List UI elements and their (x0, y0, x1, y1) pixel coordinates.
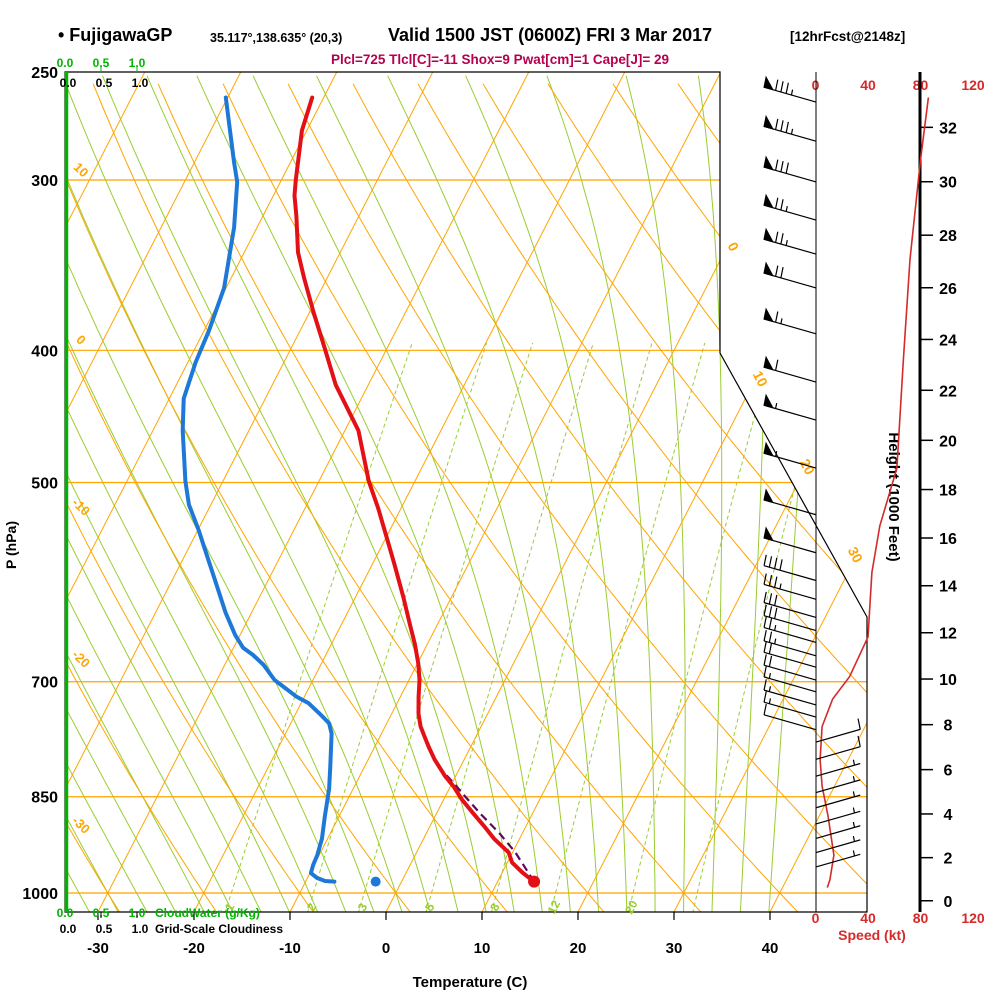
pressure-tick-label: 1000 (22, 886, 58, 903)
height-tick-label: 2 (944, 851, 953, 868)
height-tick-label: 4 (944, 807, 953, 824)
isotherms (65, 72, 867, 912)
pressure-tick-label: 700 (31, 675, 58, 692)
isotherm-label: 0 (725, 239, 743, 254)
speed-tick-bottom: 120 (961, 910, 985, 926)
mixing-ratio-label: 20 (622, 898, 641, 917)
pressure-axis: 250 300 400 500 700 850 1000 P (hPa) (3, 65, 58, 903)
speed-tick-top: 120 (961, 77, 985, 93)
isotherm-label: 20 (797, 456, 819, 477)
height-tick-label: 0 (944, 894, 953, 911)
temperature-tick-label: 10 (474, 940, 491, 957)
height-tick-label: 28 (939, 228, 957, 245)
pressure-tick-label: 500 (31, 475, 58, 492)
speed-tick-bottom: 40 (860, 910, 876, 926)
dry-adiabat-label: 10 (71, 159, 92, 180)
temperature-axis-title: Temperature (C) (413, 974, 528, 991)
height-tick-label: 18 (939, 483, 957, 500)
height-tick-label: 22 (939, 383, 957, 400)
forecast-run-label: [12hrFcst@2148z] (790, 29, 906, 44)
stability-params: Plcl=725 Tlcl[C]=-11 Shox=9 Pwat[cm]=1 C… (330, 52, 670, 67)
cloudiness-scale-top: 0.0 (60, 76, 77, 90)
cloudwater-scale-bottom: 0.0 (57, 906, 74, 920)
height-tick-label: 32 (939, 120, 957, 137)
wind-speed-profile (819, 97, 930, 888)
cloud-scales: 0.00.00.00.00.50.50.50.51.01.01.01.0Clou… (57, 56, 284, 936)
pressure-axis-title: P (hPa) (3, 521, 19, 569)
cloudiness-scale-bottom: 0.0 (60, 922, 77, 936)
pressure-tick-label: 400 (31, 343, 58, 360)
speed-tick-bottom: 80 (913, 910, 929, 926)
height-tick-label: 16 (939, 531, 957, 548)
height-tick-label: 8 (944, 718, 953, 735)
pressure-tick-label: 250 (31, 65, 58, 82)
valid-time-title: Valid 1500 JST (0600Z) FRI 3 Mar 2017 (388, 25, 713, 45)
dry-adiabat-label: 0 (73, 332, 89, 348)
mixing-ratio-lines (224, 342, 832, 912)
isotherm-label: 30 (845, 544, 867, 565)
cloudiness-scale-top: 0.5 (96, 76, 113, 90)
height-tick-label: 10 (939, 672, 957, 689)
speed-axis-title: Speed (kt) (838, 927, 906, 943)
temperature-tick-label: 20 (570, 940, 587, 957)
speed-tick-top: 40 (860, 77, 876, 93)
temperature-tick-label: -30 (87, 940, 109, 957)
surface-temperature-dot (528, 875, 541, 888)
height-tick-label: 30 (939, 175, 957, 192)
height-tick-label: 20 (939, 433, 957, 450)
cloudwater-axis-title: CloudWater (g/Kg) (155, 906, 260, 920)
station-coordinates: 35.117°,138.635° (20,3) (210, 31, 343, 45)
temperature-tick-label: 30 (666, 940, 683, 957)
dry-adiabat-label: -20 (69, 647, 93, 671)
height-tick-label: 14 (939, 579, 957, 596)
height-tick-label: 24 (939, 332, 957, 349)
background-grid (65, 72, 867, 912)
height-tick-label: 6 (944, 763, 953, 780)
dewpoint-profile (180, 95, 337, 884)
cloudiness-scale-top: 1.0 (132, 76, 149, 90)
pressure-tick-label: 850 (31, 790, 58, 807)
cloudwater-scale-top: 0.0 (57, 56, 74, 70)
speed-tick-bottom: 0 (812, 910, 820, 926)
wind-barbs (763, 72, 861, 912)
temperature-tick-label: -20 (183, 940, 205, 957)
temperature-tick-label: -10 (279, 940, 301, 957)
isotherm-label: 10 (750, 368, 772, 389)
cloudwater-scale-top: 0.5 (93, 56, 110, 70)
height-tick-label: 12 (939, 626, 957, 643)
mixing-ratio-label: 12 (544, 898, 563, 917)
temperature-tick-label: 40 (762, 940, 779, 957)
pressure-tick-label: 300 (31, 173, 58, 190)
station-title: • FujigawaGP (58, 25, 173, 45)
surface-wetbulb-dot (370, 876, 381, 887)
cloudiness-scale-bottom: 1.0 (132, 922, 149, 936)
dry-adiabats (65, 83, 867, 912)
dry-adiabat-label: -30 (69, 813, 93, 837)
cloudwater-scale-top: 1.0 (129, 56, 146, 70)
cloudiness-axis-title: Grid-Scale Cloudiness (155, 922, 283, 936)
height-tick-label: 26 (939, 281, 957, 298)
temperature-axis: -30 -20 -10 0 10 20 30 40 Temperature (C) (87, 912, 778, 991)
cloudiness-scale-bottom: 0.5 (96, 922, 113, 936)
temperature-profile (292, 95, 537, 884)
temperature-tick-label: 0 (382, 940, 390, 957)
